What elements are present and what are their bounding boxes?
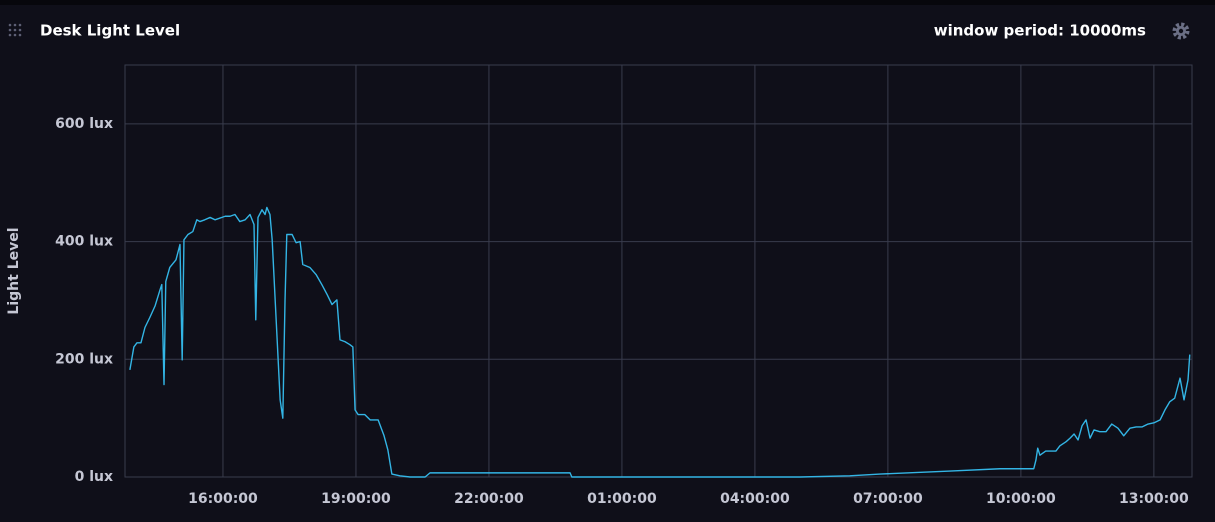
panel-title: Desk Light Level [40, 22, 180, 40]
drag-handle[interactable] [8, 23, 22, 37]
x-tick-label: 22:00:00 [454, 491, 524, 507]
y-tick-label: 400 lux [55, 234, 113, 250]
x-tick-label: 19:00:00 [321, 491, 391, 507]
panel-top-edge [0, 0, 1215, 5]
y-tick-label: 0 lux [75, 469, 113, 485]
x-tick-label: 04:00:00 [720, 491, 790, 507]
x-tick-label: 10:00:00 [986, 491, 1056, 507]
y-tick-label: 600 lux [55, 116, 113, 132]
x-tick-label: 16:00:00 [188, 491, 258, 507]
x-tick-label: 07:00:00 [853, 491, 923, 507]
x-tick-label: 01:00:00 [587, 491, 657, 507]
plot-area: 0 lux 200 lux 400 lux 600 lux 16:00:00 19:00:… [55, 64, 1193, 507]
data-line [129, 206, 1191, 478]
window-period: window period: 10000ms [934, 22, 1146, 40]
y-tick-label: 200 lux [55, 351, 113, 367]
y-axis-label: Light Level [6, 227, 22, 314]
x-tick-label: 13:00:00 [1119, 491, 1189, 507]
settings-gear[interactable] [1172, 22, 1190, 40]
